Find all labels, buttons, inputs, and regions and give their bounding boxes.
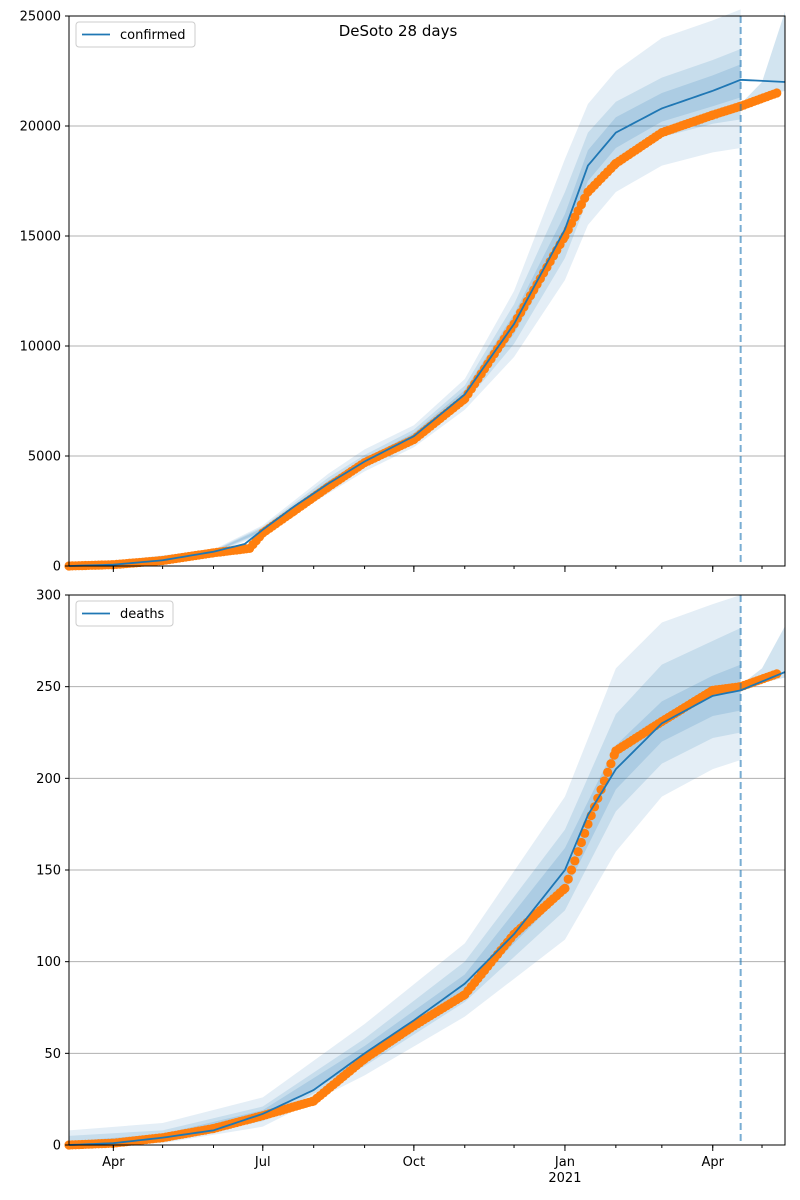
x-tick-label: Oct: [403, 1155, 425, 1170]
x-tick-label: Apr: [102, 1155, 125, 1170]
legend: deaths: [75, 600, 174, 627]
y-tick-label: 150: [36, 864, 61, 879]
y-tick-label: 25000: [20, 10, 61, 25]
y-tick-label: 300: [36, 589, 61, 604]
observed-point: [576, 837, 586, 848]
uncertainty-band-forecast: [740, 11, 785, 107]
observed-point: [563, 874, 573, 884]
uncertainty-band-middle: [69, 628, 741, 1145]
y-tick-label: 10000: [20, 340, 61, 355]
y-tick-label: 100: [36, 955, 61, 970]
observed-point: [580, 828, 590, 838]
legend-label: confirmed: [120, 28, 186, 43]
axes-frame: [68, 15, 786, 567]
y-tick-label: 50: [44, 1047, 61, 1062]
observed-point: [566, 865, 577, 875]
observed-point: [603, 767, 613, 778]
observed-point: [606, 759, 616, 769]
x-tick-label: Jan: [554, 1155, 575, 1170]
y-tick-label: 0: [53, 1139, 61, 1154]
model-series-line: [68, 78, 786, 567]
observed-point: [596, 785, 606, 795]
observed-point: [573, 847, 583, 857]
observed-point: [772, 88, 782, 98]
model-series-line: [68, 671, 786, 1146]
legend-label: deaths: [120, 607, 165, 622]
x-tick-year-label: 2021: [548, 1171, 581, 1186]
y-tick-label: 200: [36, 772, 61, 787]
x-tick-label: Apr: [701, 1155, 724, 1170]
y-tick-label: 20000: [20, 120, 61, 135]
y-tick-label: 0: [53, 560, 61, 575]
observed-point: [560, 883, 570, 893]
confirmed-chart-panel: 0 5000 10000 15000 20000 25000 confirmed: [20, 9, 786, 575]
chart-title: DeSoto 28 days: [339, 22, 458, 40]
y-tick-label: 5000: [28, 450, 61, 465]
legend-box: [75, 600, 174, 627]
legend-box: [75, 21, 196, 48]
y-tick-label: 15000: [20, 230, 61, 245]
uncertainty-band-inner: [69, 64, 741, 567]
legend: confirmed: [75, 21, 196, 48]
uncertainty-band-middle: [69, 49, 741, 566]
observed-point: [570, 856, 580, 866]
uncertainty-band-outer: [69, 9, 741, 566]
x-tick-label: Jul: [254, 1155, 271, 1170]
y-tick-label: 250: [36, 680, 61, 695]
